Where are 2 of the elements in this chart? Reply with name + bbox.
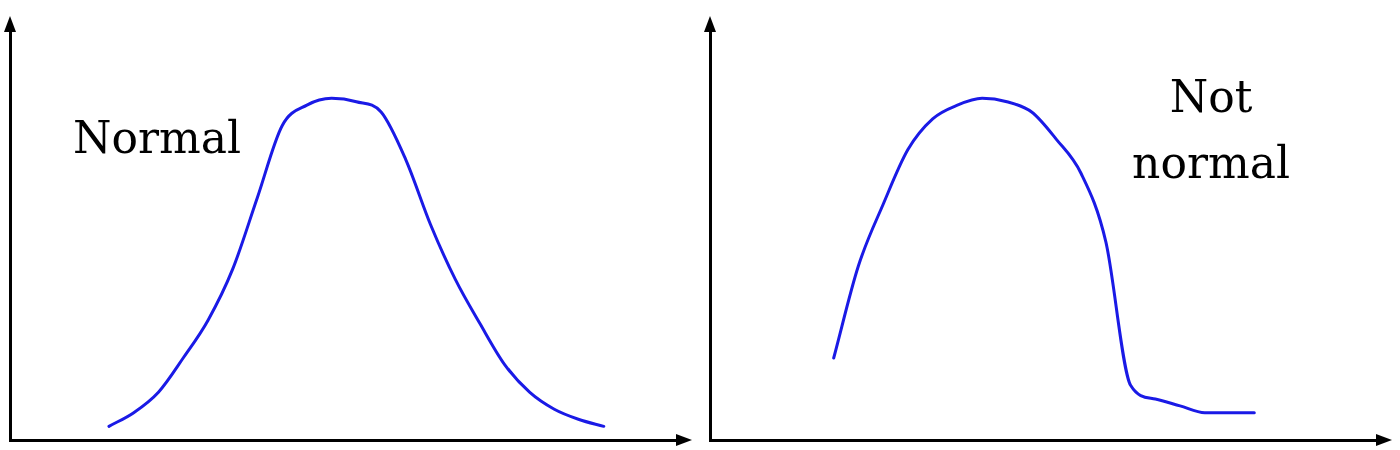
annotation: Normal bbox=[72, 112, 241, 163]
annotation: Not normal bbox=[1132, 71, 1290, 188]
